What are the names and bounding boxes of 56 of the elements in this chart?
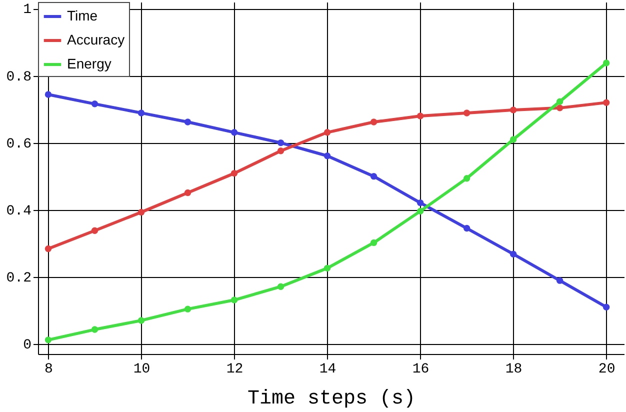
point: [277, 148, 284, 154]
point: [91, 100, 98, 108]
legend-label: Accuracy: [67, 32, 125, 48]
point: [602, 99, 610, 106]
point: [510, 250, 517, 258]
point: [184, 118, 192, 126]
point: [602, 304, 610, 310]
y-tick-label: 0.6: [6, 136, 32, 152]
point: [370, 172, 378, 180]
point: [138, 317, 145, 324]
point: [184, 189, 192, 196]
legend-label: Energy: [67, 56, 112, 72]
point: [324, 129, 331, 136]
x-tick-label: 20: [598, 362, 616, 378]
point: [138, 208, 145, 216]
point: [91, 326, 98, 333]
point: [510, 106, 517, 114]
x-tick-label: 18: [505, 362, 522, 378]
x-tick-label: 10: [133, 362, 150, 378]
x-axis-title: Time steps (s): [247, 388, 416, 410]
point: [602, 60, 610, 66]
point: [277, 283, 284, 290]
point: [416, 208, 424, 215]
point: [44, 336, 52, 344]
point: [556, 277, 564, 284]
point: [277, 139, 284, 146]
point: [184, 306, 192, 312]
point: [370, 118, 378, 126]
point: [463, 224, 470, 232]
point: [230, 296, 238, 304]
legend-label: Time: [67, 8, 98, 24]
point: [556, 98, 564, 105]
point: [510, 136, 517, 143]
y-tick-label: 0.4: [6, 203, 32, 220]
point: [416, 112, 424, 120]
point: [91, 227, 98, 234]
point: [138, 110, 145, 116]
point: [44, 245, 52, 252]
point: [324, 264, 331, 272]
y-tick-label: 0.2: [6, 270, 32, 286]
x-tick-label: 16: [412, 362, 430, 378]
point: [556, 104, 564, 112]
point: [370, 239, 378, 246]
point: [463, 174, 470, 182]
point: [324, 152, 331, 160]
point: [463, 110, 470, 116]
y-tick-label: 0.8: [6, 69, 32, 86]
point: [230, 170, 238, 177]
point: [230, 129, 238, 136]
y-tick-label: 1: [23, 2, 32, 18]
point: [416, 199, 424, 206]
x-tick-label: 12: [226, 362, 244, 378]
x-tick-label: 8: [44, 362, 53, 378]
y-tick-label: 0: [23, 337, 32, 354]
point: [44, 91, 52, 98]
x-tick-label: 14: [319, 362, 336, 378]
